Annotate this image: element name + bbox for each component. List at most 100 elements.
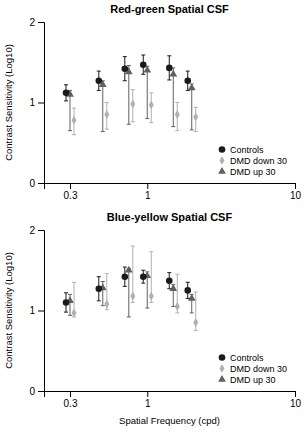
series <box>71 90 198 135</box>
tick: 0 <box>29 386 44 397</box>
axis-line <box>38 231 45 392</box>
tick-label: 2 <box>29 17 35 28</box>
error-bar <box>175 103 179 131</box>
legend-item: DMD up 30 <box>218 167 275 177</box>
error-bar <box>101 81 105 132</box>
tick-mark <box>295 183 296 189</box>
x-axis-title: Spatial Frequency (cpd) <box>119 415 220 426</box>
point <box>71 116 76 125</box>
tick-mark <box>147 183 148 189</box>
error-bar <box>194 107 198 131</box>
y-axis-title: Contrast Sensitivity (Log10) <box>3 252 14 369</box>
point <box>149 101 154 110</box>
tick-mark <box>38 183 44 184</box>
legend-item: Controls <box>219 145 264 155</box>
point <box>104 110 109 119</box>
error-bar <box>190 84 194 130</box>
tick-mark <box>38 311 44 312</box>
error-bar <box>131 246 135 302</box>
tick: 1 <box>29 305 44 316</box>
legend-label: DMD down 30 <box>230 364 287 374</box>
error-bar <box>131 90 135 122</box>
legend: ControlsDMD down 30DMD up 30 <box>218 353 287 385</box>
title: Red-green Spatial CSF <box>110 3 229 15</box>
legend-label: Controls <box>230 353 264 363</box>
error-bar <box>72 108 76 135</box>
legend-item: DMD down 30 <box>219 156 287 166</box>
legend-label: DMD up 30 <box>230 167 276 177</box>
x-axis: 0.3 1 10 <box>45 183 302 201</box>
chart-root: Red-green Spatial CSF0.3110012Contrast S… <box>0 0 305 446</box>
tick-label: 1 <box>29 305 35 316</box>
y-axis: 0 1 2 <box>29 17 44 189</box>
plot-area <box>63 246 199 331</box>
tick: 0.3 <box>64 391 78 409</box>
point <box>130 292 135 301</box>
legend: ControlsDMD down 30DMD up 30 <box>218 145 287 177</box>
legend-symbol <box>219 156 224 165</box>
error-bar <box>127 65 131 124</box>
point <box>140 273 147 280</box>
legend-label: DMD down 30 <box>230 156 287 166</box>
y-axis: 0 1 2 <box>29 225 44 397</box>
point <box>96 285 103 292</box>
tick-label: 10 <box>290 398 302 409</box>
tick: 10 <box>290 183 302 201</box>
tick-label: 0.3 <box>64 398 78 409</box>
point <box>96 77 103 84</box>
legend-label: DMD up 30 <box>230 375 276 385</box>
error-bar <box>149 93 153 123</box>
point <box>184 287 191 294</box>
error-bar <box>175 274 179 313</box>
tick-label: 0 <box>29 178 35 189</box>
tick-label: 1 <box>29 97 35 108</box>
tick-mark <box>38 230 44 231</box>
series <box>66 266 195 317</box>
tick-mark <box>70 391 71 397</box>
y-axis-title: Contrast Sensitivity (Log10) <box>3 44 14 161</box>
tick-mark <box>38 22 44 23</box>
tick-label: 1 <box>145 190 151 201</box>
tick-mark <box>147 391 148 397</box>
point <box>149 292 154 301</box>
panel: Red-green Spatial CSF 0.3 1 10 0 1 2 Contrast S… <box>3 3 301 201</box>
tick-mark <box>38 391 44 392</box>
point <box>122 65 129 72</box>
legend-symbol <box>219 364 224 373</box>
axis-line <box>45 184 296 190</box>
legend-item: DMD up 30 <box>218 375 275 385</box>
series <box>63 55 191 101</box>
error-bar <box>145 66 149 118</box>
tick: 2 <box>29 225 44 236</box>
point <box>188 84 196 91</box>
plot-area <box>63 55 199 135</box>
error-bar <box>171 68 175 127</box>
tick: 2 <box>29 17 44 28</box>
point <box>184 77 191 84</box>
tick: 0.3 <box>64 183 78 201</box>
tick: 1 <box>29 97 44 108</box>
point <box>169 284 177 291</box>
axis-line <box>38 23 45 184</box>
tick-label: 10 <box>290 190 302 201</box>
point <box>122 273 129 280</box>
point <box>175 110 180 119</box>
tick-label: 2 <box>29 225 35 236</box>
tick: 1 <box>145 183 151 201</box>
point <box>188 294 196 301</box>
tick-mark <box>38 103 44 104</box>
error-bar <box>194 292 198 331</box>
series <box>66 65 195 131</box>
error-bar <box>149 252 153 303</box>
tick-label: 0 <box>29 386 35 397</box>
title: Blue-yellow Spatial CSF <box>107 211 233 223</box>
legend-symbol <box>218 167 226 174</box>
error-bar <box>105 103 109 130</box>
tick-label: 0.3 <box>64 190 78 201</box>
legend-symbol <box>218 375 226 382</box>
point <box>193 113 198 122</box>
point <box>130 100 135 109</box>
tick-mark <box>70 183 71 189</box>
point <box>166 277 173 284</box>
tick-label: 1 <box>145 398 151 409</box>
